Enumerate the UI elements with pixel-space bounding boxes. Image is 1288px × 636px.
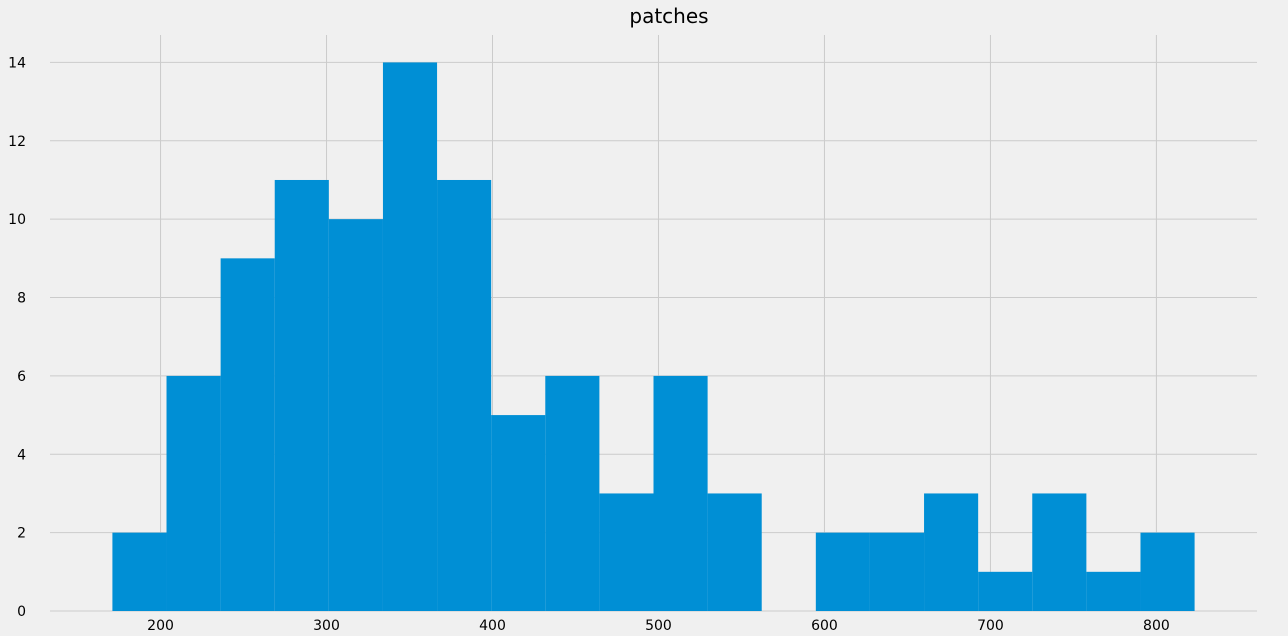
x-tick-label: 800 [1143, 618, 1170, 634]
y-tick-label: 6 [17, 369, 26, 385]
histogram-bar [1140, 532, 1195, 611]
histogram-bar [437, 179, 492, 611]
x-tick-label: 700 [977, 618, 1004, 634]
histogram-bar [545, 375, 600, 611]
x-axis-ticks: 200 300 400 500 600 700 800 [147, 618, 1170, 634]
y-tick-label: 12 [8, 134, 26, 150]
histogram-bar [1032, 493, 1087, 611]
histogram-bar [382, 62, 438, 611]
histogram-bar [166, 375, 221, 611]
y-tick-label: 14 [8, 55, 26, 71]
histogram-bar [869, 532, 925, 611]
y-tick-label: 0 [17, 604, 26, 620]
histogram-bars [112, 62, 1195, 611]
x-tick-label: 600 [811, 618, 838, 634]
chart-title: patches [629, 4, 708, 28]
y-tick-label: 2 [17, 526, 26, 542]
histogram-bar [599, 493, 654, 611]
histogram-bar [491, 415, 546, 611]
y-tick-label: 4 [17, 447, 26, 463]
x-tick-label: 300 [313, 618, 340, 634]
x-tick-label: 200 [147, 618, 174, 634]
histogram-bar [112, 532, 167, 611]
histogram-bar [653, 375, 708, 611]
histogram-bar [978, 571, 1033, 611]
histogram-bar [815, 532, 870, 611]
histogram-bar [328, 219, 383, 611]
histogram-bar [707, 493, 762, 611]
y-tick-label: 8 [17, 291, 26, 307]
y-tick-label: 10 [8, 212, 26, 228]
x-tick-label: 400 [479, 618, 506, 634]
histogram-bar [220, 258, 275, 611]
histogram-bar [1086, 571, 1141, 611]
histogram-bar [924, 493, 979, 611]
x-tick-label: 500 [645, 618, 672, 634]
histogram-bar [274, 179, 329, 611]
y-axis-ticks: 0 2 4 6 8 10 12 14 [8, 55, 26, 620]
